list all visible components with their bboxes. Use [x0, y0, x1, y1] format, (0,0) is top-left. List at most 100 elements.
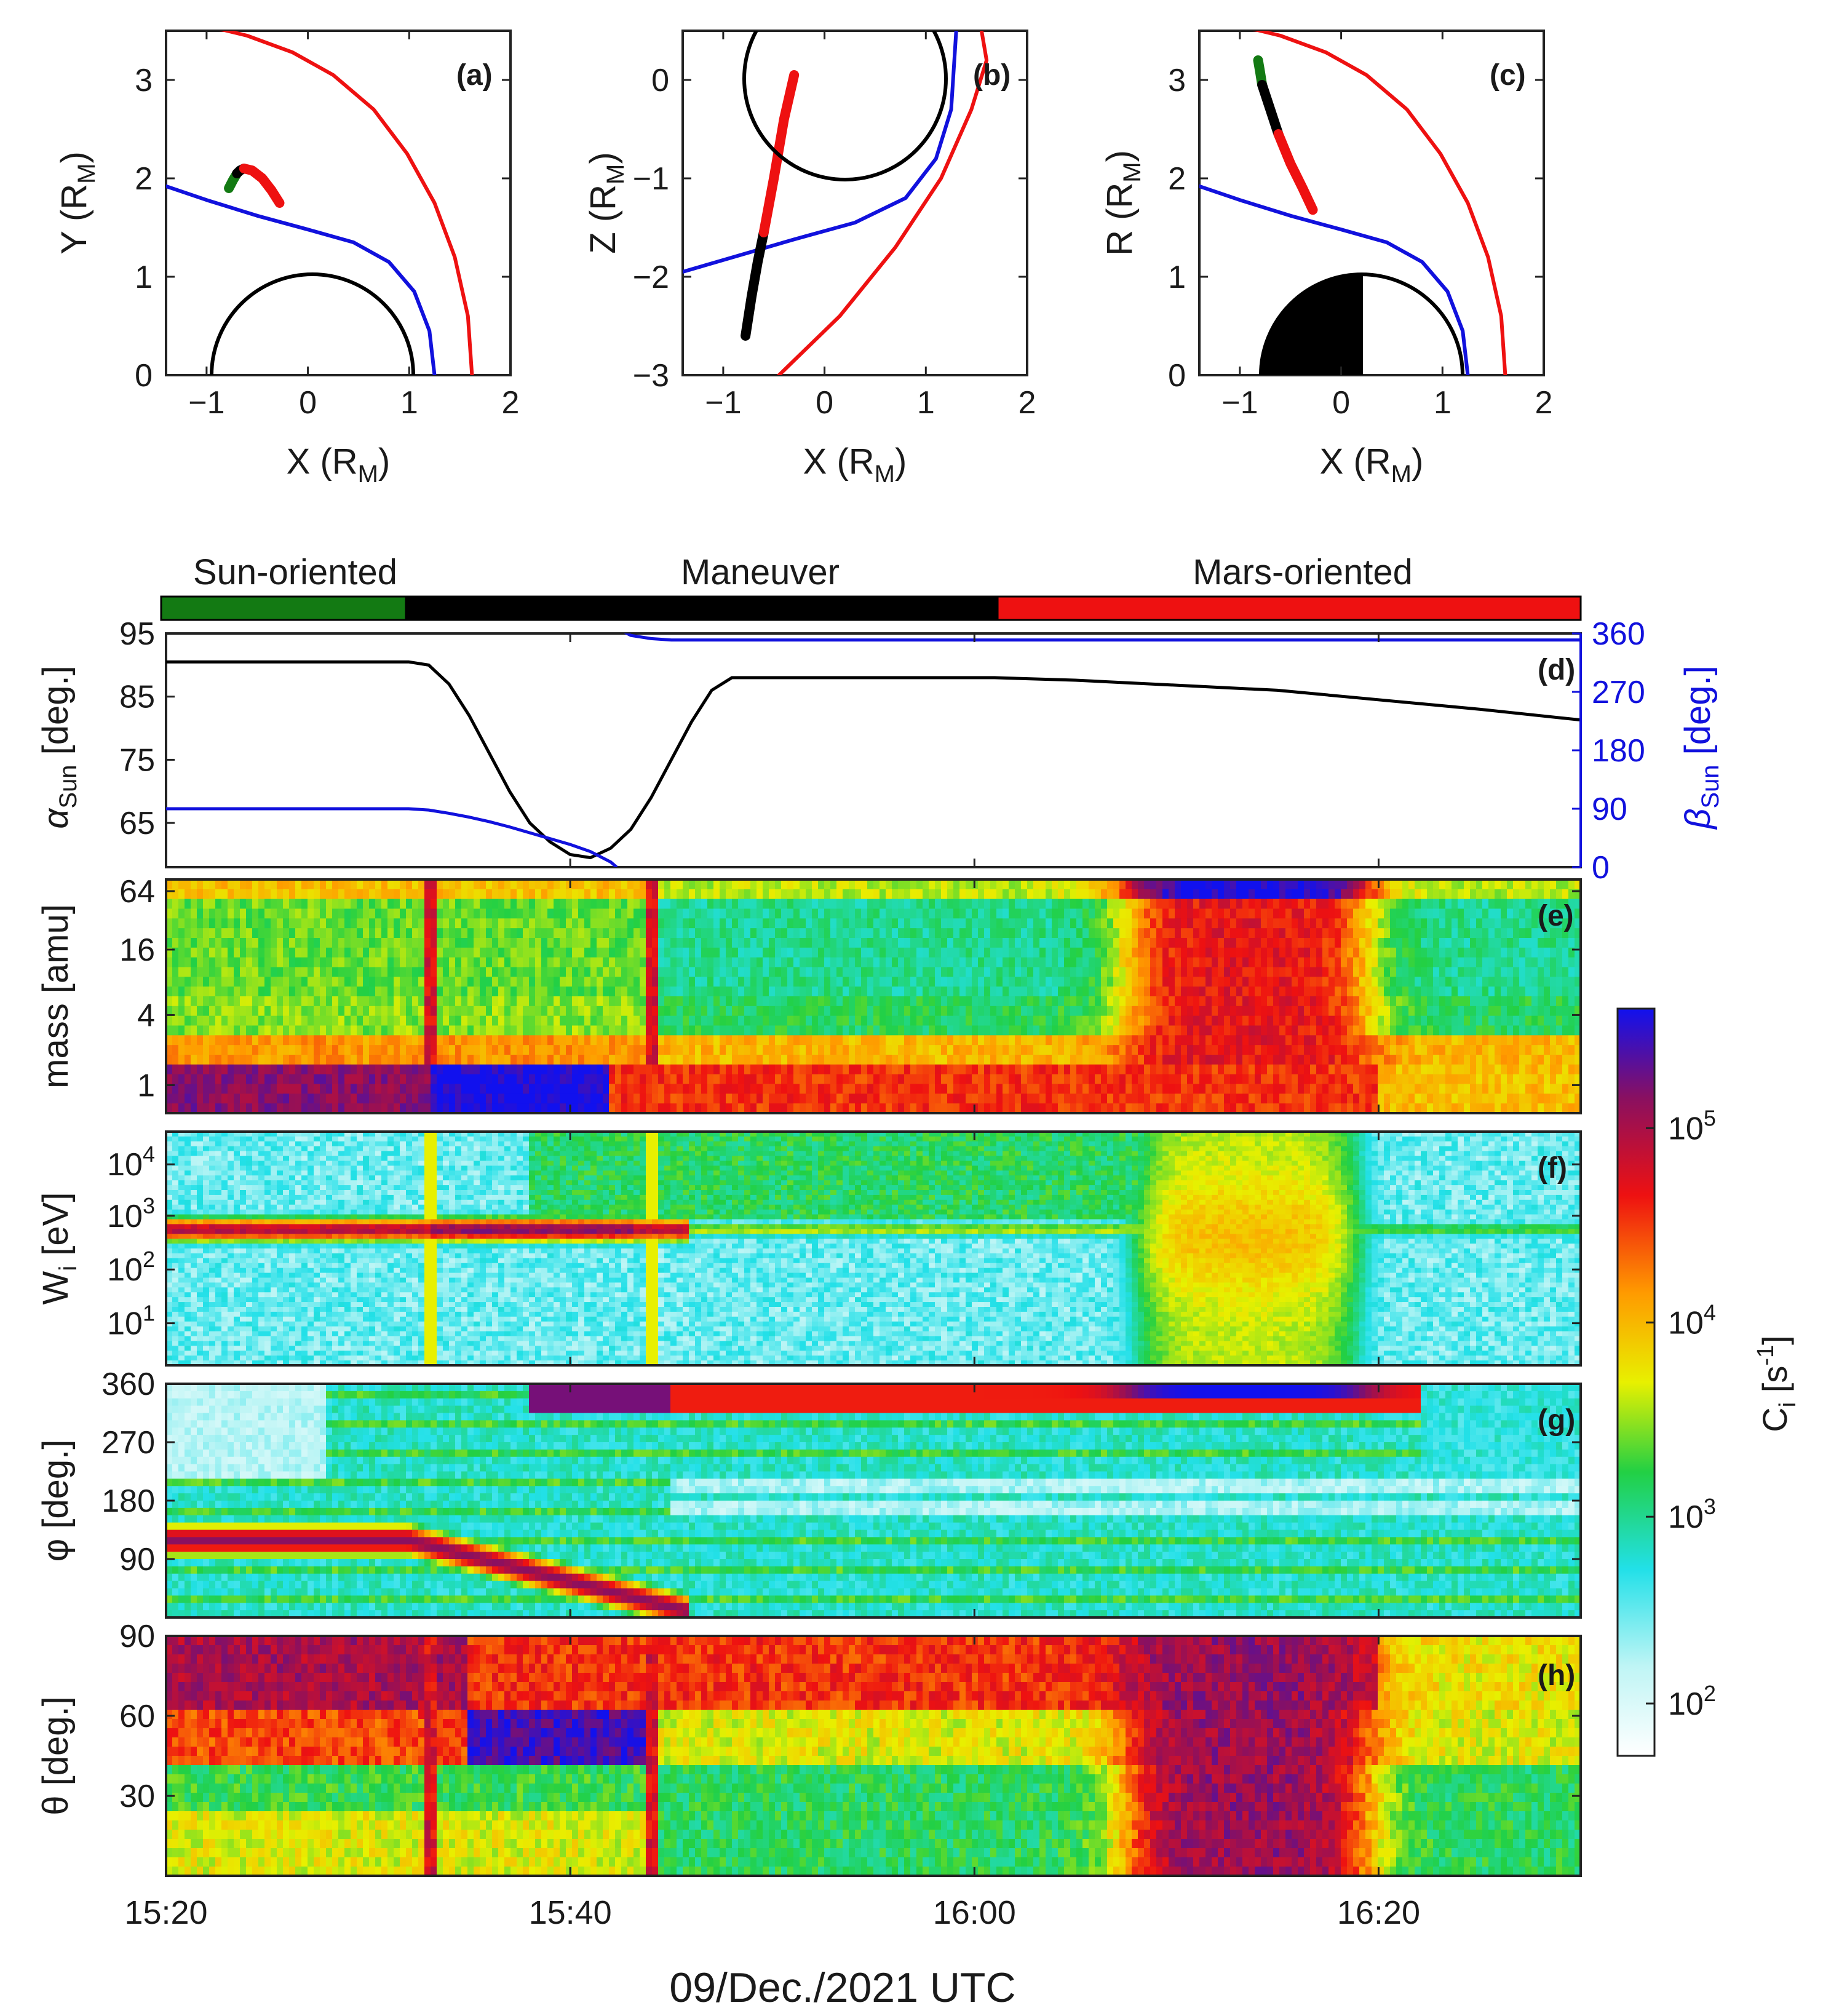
mass-spectrogram-cell — [744, 889, 751, 899]
mass-spectrogram-cell — [437, 958, 443, 967]
mass-spectrogram-cell — [996, 1035, 1003, 1045]
mass-spectrogram-cell — [203, 967, 210, 977]
mass-spectrogram-cell — [812, 1084, 819, 1094]
mass-spectrogram-cell — [707, 1093, 714, 1103]
mass-spectrogram-cell — [258, 938, 265, 948]
mass-spectrogram-cell — [867, 986, 874, 996]
mass-spectrogram-cell — [295, 1016, 302, 1026]
mass-spectrogram-cell — [615, 958, 622, 967]
mass-spectrogram-cell — [609, 1016, 616, 1026]
mass-spectrogram-cell — [547, 948, 554, 958]
mass-spectrogram-cell — [560, 986, 566, 996]
mass-spectrogram-cell — [670, 1084, 677, 1094]
mass-spectrogram-cell — [541, 1093, 548, 1103]
mass-spectrogram-cell — [510, 899, 517, 909]
alpha-sun-label: αSun [deg.] — [36, 665, 82, 828]
mass-spectrogram-cell — [923, 928, 929, 938]
mass-spectrogram-cell — [289, 1006, 296, 1016]
mass-spectrogram-cell — [283, 1084, 290, 1094]
mass-spectrogram-cell — [683, 967, 689, 977]
mass-spectrogram-cell — [787, 1065, 794, 1074]
mass-spectrogram-cell — [935, 1055, 942, 1065]
mass-spectrogram-cell — [228, 1045, 234, 1055]
mass-spectrogram-cell — [498, 909, 505, 919]
mass-spectrogram-cell — [984, 889, 991, 899]
mass-spectrogram-cell — [215, 948, 222, 958]
mass-spectrogram-cell — [406, 899, 413, 909]
mass-spectrogram-cell — [658, 1093, 665, 1103]
mass-spectrogram-cell — [449, 1055, 456, 1065]
mass-spectrogram-cell — [228, 986, 234, 996]
mass-spectrogram-cell — [578, 1065, 585, 1074]
mass-spectrogram-cell — [627, 938, 634, 948]
mass-spectrogram-cell — [793, 1065, 800, 1074]
mass-spectrogram-cell — [510, 938, 517, 948]
mass-spectrogram-cell — [541, 1026, 548, 1036]
mass-spectrogram-cell — [732, 1065, 739, 1074]
mass-spectrogram-cell — [904, 958, 911, 967]
mass-spectrogram-cell — [824, 977, 831, 986]
mass-spectrogram-cell — [855, 889, 862, 899]
mass-spectrogram-cell — [996, 909, 1003, 919]
mass-spectrogram-cell — [209, 1006, 216, 1016]
mass-spectrogram-cell — [277, 996, 284, 1006]
mass-spectrogram-cell — [344, 1016, 351, 1026]
mass-spectrogram-cell — [750, 1074, 757, 1084]
mass-spectrogram-cell — [609, 1006, 616, 1016]
mass-spectrogram-cell — [455, 899, 462, 909]
mass-spectrogram-cell — [590, 918, 597, 928]
mass-spectrogram-cell — [332, 996, 339, 1006]
mass-spectrogram-cell — [400, 928, 407, 938]
mass-spectrogram-cell — [406, 909, 413, 919]
mass-spectrogram-cell — [830, 1016, 837, 1026]
mass-spectrogram-cell — [904, 986, 911, 996]
mass-spectrogram-cell — [535, 938, 542, 948]
mass-spectrogram-cell — [726, 1093, 733, 1103]
mass-spectrogram-cell — [775, 1055, 782, 1065]
mass-spectrogram-cell — [461, 1035, 468, 1045]
mass-spectrogram-cell — [664, 967, 671, 977]
mass-spectrogram-cell — [615, 948, 622, 958]
mass-spectrogram-cell — [277, 1065, 284, 1074]
mass-spectrogram-cell — [824, 1035, 831, 1045]
mass-spectrogram-cell — [898, 1035, 905, 1045]
mass-spectrogram-cell — [990, 967, 997, 977]
mass-spectrogram-cell — [695, 948, 702, 958]
mass-spectrogram-cell — [781, 918, 788, 928]
mass-spectrogram-cell — [431, 996, 437, 1006]
mass-spectrogram-cell — [474, 958, 480, 967]
mass-spectrogram-cell — [387, 899, 394, 909]
mass-spectrogram-cell — [867, 1093, 874, 1103]
mass-spectrogram-cell — [947, 1045, 954, 1055]
mass-spectrogram-cell — [658, 918, 665, 928]
mass-spectrogram-cell — [412, 996, 419, 1006]
mass-spectrogram-cell — [283, 948, 290, 958]
mass-spectrogram-cell — [424, 1084, 431, 1094]
mass-spectrogram-cell — [308, 928, 314, 938]
mass-spectrogram-cell — [996, 1016, 1003, 1026]
mass-spectrogram-cell — [873, 909, 880, 919]
mass-spectrogram-cell — [492, 899, 499, 909]
mass-spectrogram-cell — [578, 1055, 585, 1065]
mass-spectrogram-cell — [904, 1055, 911, 1065]
mass-spectrogram-cell — [830, 1045, 837, 1055]
mass-spectrogram-cell — [412, 899, 419, 909]
mass-spectrogram-cell — [221, 909, 228, 919]
mass-spectrogram-cell — [892, 1065, 899, 1074]
panel-d: (d) 95857565360270180900 αSun [deg.] βSu… — [36, 616, 1724, 886]
mass-spectrogram-cell — [584, 909, 591, 919]
mass-spectrogram-cell — [560, 938, 566, 948]
mass-spectrogram-cell — [898, 1016, 905, 1026]
mass-spectrogram-cell — [935, 967, 942, 977]
mass-spectrogram-cell — [843, 1045, 849, 1055]
mass-spectrogram-cell — [966, 1006, 972, 1016]
mass-spectrogram-cell — [990, 1016, 997, 1026]
mass-spectrogram-cell — [172, 909, 179, 919]
mass-spectrogram-cell — [289, 928, 296, 938]
mass-spectrogram-cell — [252, 1084, 259, 1094]
mass-spectrogram-cell — [800, 1093, 806, 1103]
mass-spectrogram-cell — [664, 879, 671, 889]
mass-spectrogram-cell — [929, 967, 935, 977]
mass-spectrogram-cell — [1015, 986, 1022, 996]
mass-spectrogram-cell — [185, 938, 191, 948]
